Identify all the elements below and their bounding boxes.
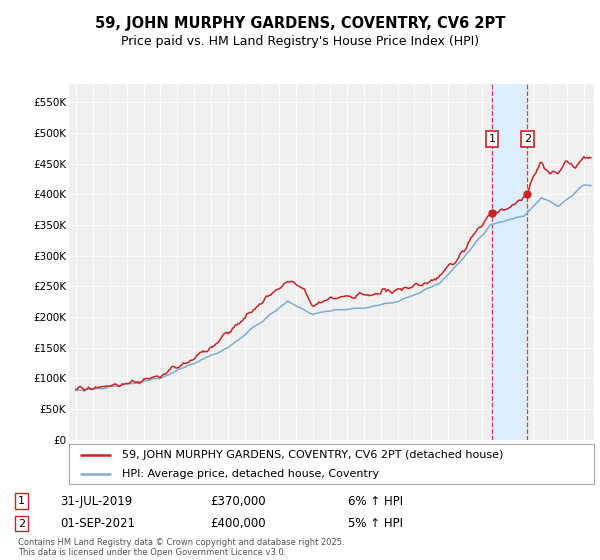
Text: 1: 1	[18, 496, 25, 506]
Text: Contains HM Land Registry data © Crown copyright and database right 2025.
This d: Contains HM Land Registry data © Crown c…	[18, 538, 344, 557]
Text: 59, JOHN MURPHY GARDENS, COVENTRY, CV6 2PT: 59, JOHN MURPHY GARDENS, COVENTRY, CV6 2…	[95, 16, 505, 31]
Text: 59, JOHN MURPHY GARDENS, COVENTRY, CV6 2PT (detached house): 59, JOHN MURPHY GARDENS, COVENTRY, CV6 2…	[121, 450, 503, 460]
Text: 6% ↑ HPI: 6% ↑ HPI	[348, 494, 403, 508]
Text: 31-JUL-2019: 31-JUL-2019	[60, 494, 132, 508]
Bar	[492, 84, 527, 440]
Text: 2: 2	[18, 519, 25, 529]
Text: 1: 1	[488, 134, 496, 144]
Text: £400,000: £400,000	[210, 517, 266, 530]
Text: Price paid vs. HM Land Registry's House Price Index (HPI): Price paid vs. HM Land Registry's House …	[121, 35, 479, 48]
Text: 5% ↑ HPI: 5% ↑ HPI	[348, 517, 403, 530]
Text: £370,000: £370,000	[210, 494, 266, 508]
Text: 01-SEP-2021: 01-SEP-2021	[60, 517, 135, 530]
Text: HPI: Average price, detached house, Coventry: HPI: Average price, detached house, Cove…	[121, 469, 379, 478]
Text: 2: 2	[524, 134, 531, 144]
